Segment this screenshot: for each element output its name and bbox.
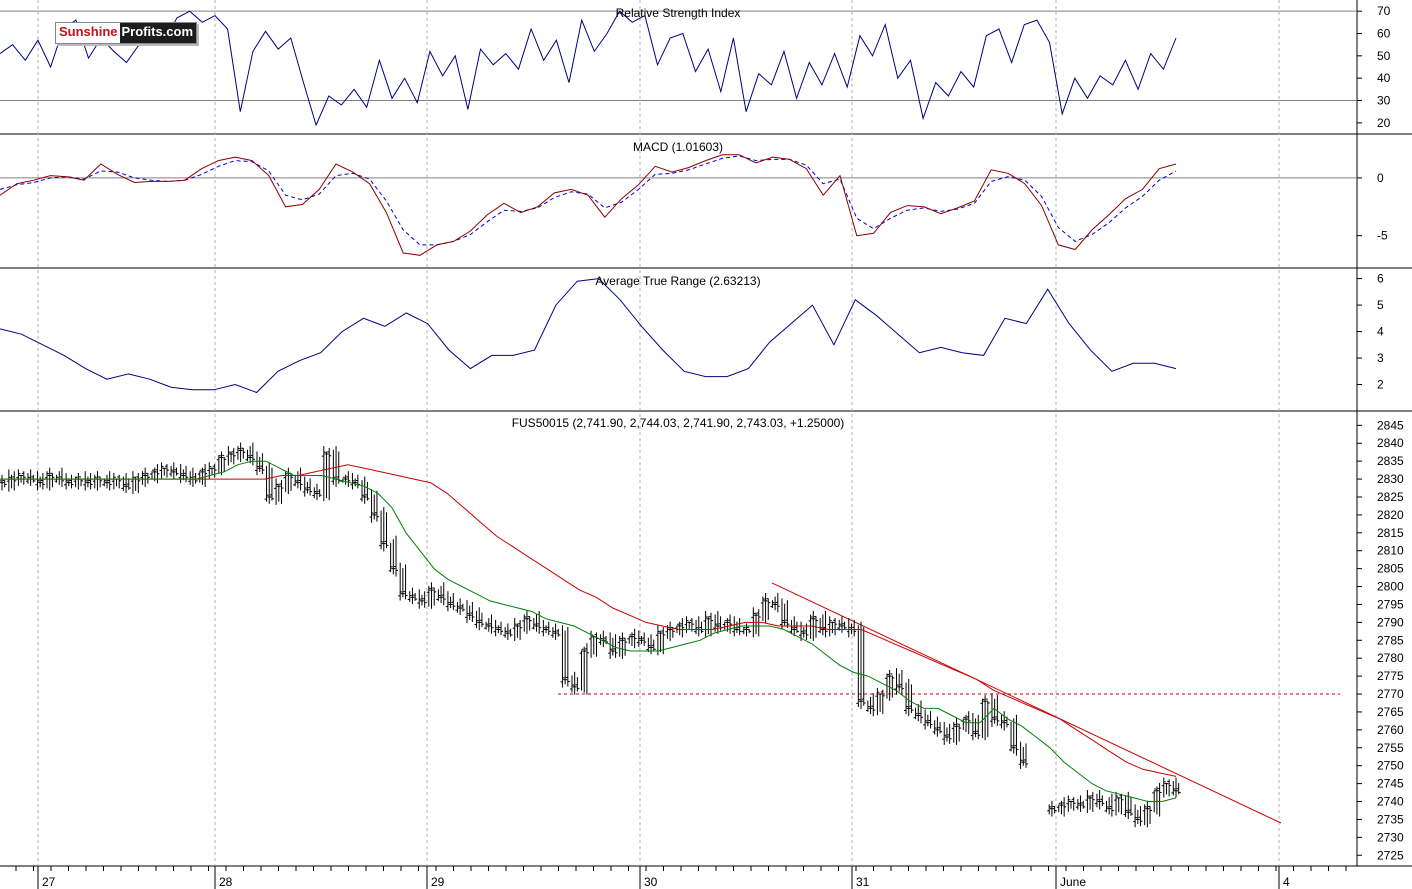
y-tick-label: 2740 bbox=[1377, 795, 1404, 809]
y-tick-label: 2800 bbox=[1377, 580, 1404, 594]
macd-panel bbox=[0, 154, 1357, 256]
y-tick-label: 2755 bbox=[1377, 741, 1404, 755]
y-tick-label: 2820 bbox=[1377, 508, 1404, 522]
y-tick-label: 2 bbox=[1377, 378, 1384, 392]
y-tick-label: 2805 bbox=[1377, 562, 1404, 576]
y-tick-label: 2815 bbox=[1377, 526, 1404, 540]
y-tick-label: 5 bbox=[1377, 298, 1384, 312]
x-tick-label: 29 bbox=[431, 875, 445, 889]
rsi-title: Relative Strength Index bbox=[616, 6, 741, 20]
atr-line bbox=[0, 278, 1177, 394]
y-tick-label: 6 bbox=[1377, 272, 1384, 286]
rsi-line bbox=[0, 10, 1177, 127]
y-tick-label: 2775 bbox=[1377, 669, 1404, 683]
macd-title: MACD (1.01603) bbox=[633, 140, 723, 154]
y-tick-label: 2845 bbox=[1377, 418, 1404, 432]
rsi-panel bbox=[0, 10, 1357, 127]
x-tick-label: 30 bbox=[644, 875, 658, 889]
tick-labels: 27 28 29 30 31 June 4 20 30 40 50 60 70 -5 0 2 3 4 5 6 2725 2… bbox=[15, 4, 1404, 889]
x-tick-label: 28 bbox=[219, 875, 233, 889]
y-tick-label: 70 bbox=[1377, 4, 1391, 18]
y-tick-label: 2770 bbox=[1377, 687, 1404, 701]
ema-slow-line bbox=[0, 464, 1177, 777]
y-tick-label: 3 bbox=[1377, 351, 1384, 365]
atr-panel bbox=[0, 278, 1177, 394]
y-tick-label: 2810 bbox=[1377, 544, 1404, 558]
y-tick-label: 0 bbox=[1377, 171, 1384, 185]
y-tick-label: 2750 bbox=[1377, 759, 1404, 773]
y-tick-label: 2790 bbox=[1377, 615, 1404, 629]
frames bbox=[0, 0, 1412, 867]
y-tick-label: -5 bbox=[1377, 229, 1388, 243]
y-tick-label: 4 bbox=[1377, 325, 1384, 339]
y-tick-label: 2730 bbox=[1377, 830, 1404, 844]
logo-part-1: Sunshine bbox=[59, 24, 118, 39]
y-tick-label: 2825 bbox=[1377, 490, 1404, 504]
gridlines bbox=[37, 0, 1280, 866]
y-tick-label: 2835 bbox=[1377, 454, 1404, 468]
macd-line bbox=[0, 154, 1177, 256]
price-title: FUS50015 (2,741.90, 2,744.03, 2,741.90, … bbox=[512, 416, 845, 430]
y-tick-label: 20 bbox=[1377, 116, 1391, 130]
y-tick-label: 60 bbox=[1377, 27, 1391, 41]
y-tick-label: 2795 bbox=[1377, 597, 1404, 611]
price-panel bbox=[0, 442, 1340, 828]
sunshine-profits-logo: Sunshine Profits.com bbox=[55, 22, 198, 44]
y-tick-label: 2785 bbox=[1377, 633, 1404, 647]
y-tick-label: 2830 bbox=[1377, 472, 1404, 486]
macd-signal-line bbox=[0, 155, 1177, 246]
atr-title: Average True Range (2.63213) bbox=[595, 274, 760, 288]
y-tick-label: 30 bbox=[1377, 94, 1391, 108]
x-tick-label: 27 bbox=[42, 875, 56, 889]
y-tick-label: 2725 bbox=[1377, 848, 1404, 862]
logo-part-2: Profits.com bbox=[119, 23, 197, 43]
y-tick-label: 50 bbox=[1377, 49, 1391, 63]
downtrend-line bbox=[771, 582, 1282, 824]
y-tick-label: 2840 bbox=[1377, 436, 1404, 450]
y-tick-label: 2765 bbox=[1377, 705, 1404, 719]
x-tick-label: 4 bbox=[1283, 875, 1290, 889]
ema-fast-line bbox=[0, 460, 1177, 802]
x-tick-label: June bbox=[1060, 875, 1086, 889]
y-tick-label: 2735 bbox=[1377, 812, 1404, 826]
y-tick-label: 2745 bbox=[1377, 777, 1404, 791]
y-tick-label: 2780 bbox=[1377, 651, 1404, 665]
y-tick-label: 40 bbox=[1377, 71, 1391, 85]
x-tick-label: 31 bbox=[856, 875, 870, 889]
y-tick-label: 2760 bbox=[1377, 723, 1404, 737]
